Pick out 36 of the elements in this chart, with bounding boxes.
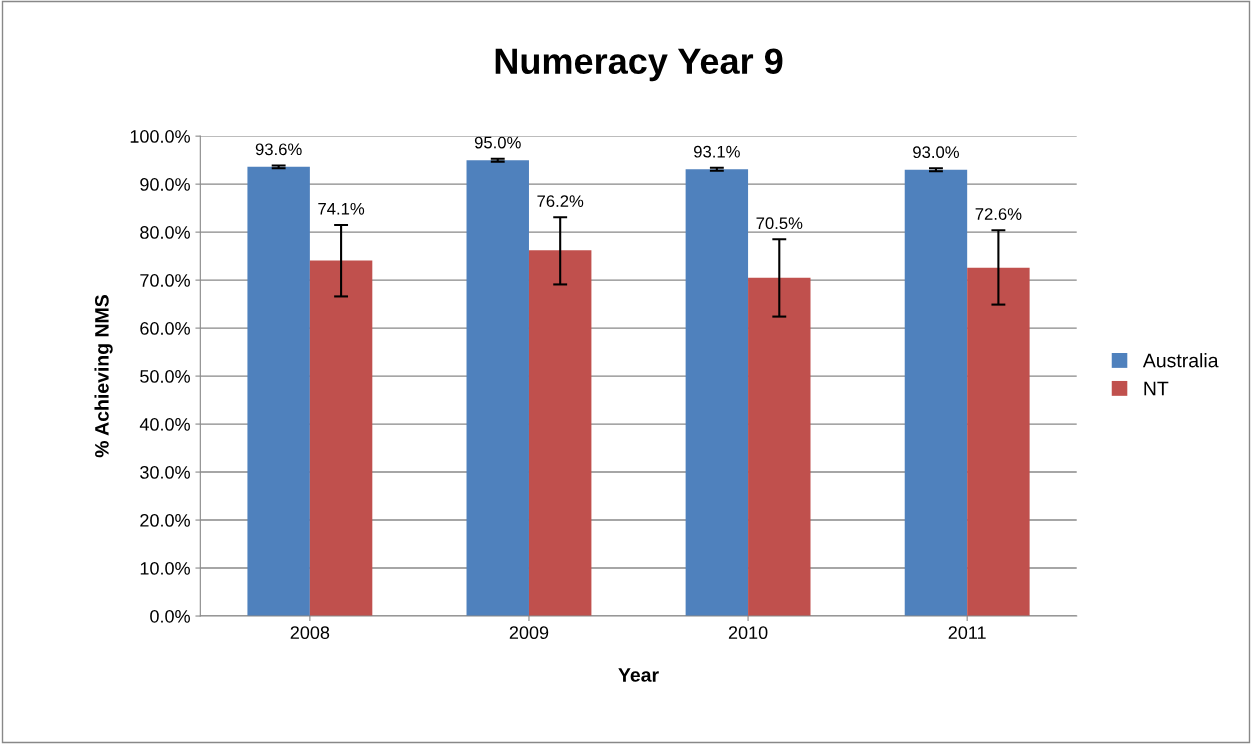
x-tick-label: 2011 (948, 626, 986, 640)
y-tick-label: 90.0% (140, 178, 190, 191)
legend-label: NT (1144, 381, 1169, 396)
bar (466, 160, 529, 617)
legend-label: Australia (1142, 353, 1219, 368)
data-label: 93.1% (694, 145, 740, 158)
bar (309, 260, 373, 617)
data-label: 95.0% (474, 136, 521, 149)
bar (904, 169, 968, 617)
chart-title: Numeracy Year 9 (495, 48, 783, 82)
x-tick-label: 2009 (509, 626, 549, 640)
data-label: 93.0% (913, 146, 959, 159)
y-axis-title: % Achieving NMS (94, 295, 113, 458)
bar (528, 250, 592, 617)
y-tick-label: 10.0% (140, 561, 190, 575)
bar (967, 267, 1030, 617)
y-tick-label: 100.0% (130, 130, 190, 143)
y-tick-label: 50.0% (140, 370, 190, 383)
bar (247, 166, 310, 617)
y-tick-label: 20.0% (140, 513, 190, 527)
y-tick-label: 60.0% (140, 322, 190, 335)
y-tick-label: 70.0% (140, 274, 190, 287)
y-tick-label: 40.0% (139, 418, 190, 431)
y-tick-label: 30.0% (140, 466, 190, 479)
x-axis-title: Year (618, 668, 659, 682)
data-label: 93.6% (255, 143, 302, 156)
x-tick-label: 2008 (290, 626, 330, 640)
y-tick-label: 80.0% (140, 226, 190, 239)
data-label: 70.5% (756, 217, 803, 230)
data-label: 76.2% (537, 195, 584, 208)
data-label: 72.6% (975, 208, 1022, 220)
x-tick-label: 2010 (728, 626, 768, 640)
data-label: 74.1% (318, 202, 365, 215)
y-tick-label: 0.0% (150, 609, 190, 623)
bar (685, 169, 749, 617)
bar (748, 277, 811, 617)
